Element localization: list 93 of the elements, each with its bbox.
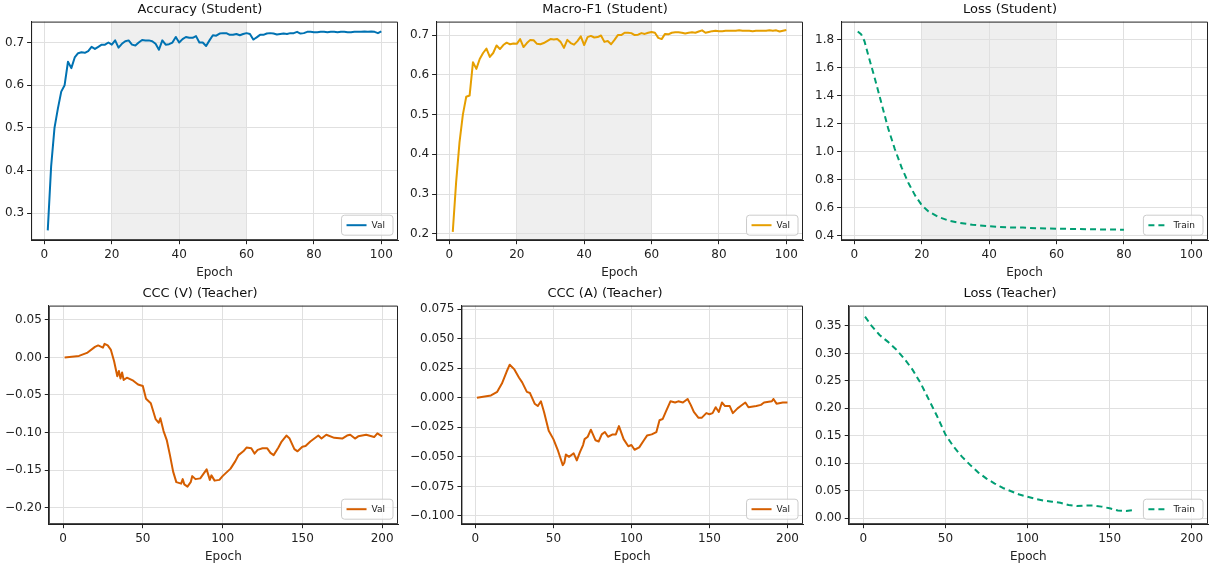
legend-label: Val [371,503,386,514]
y-tick-label: −0.050 [409,448,455,463]
x-tick-label: 20 [914,246,930,261]
x-tick-label: 80 [1116,246,1132,261]
line-series [856,30,1125,231]
legend-label: Train [1172,219,1196,230]
x-tick-label: 150 [290,530,314,545]
chart-title: Loss (Student) [963,1,1057,17]
chart-title: CCC (V) (Teacher) [142,285,258,301]
y-tick-label: 0.05 [15,312,42,326]
x-tick-label: 0 [471,530,480,545]
x-tick-label: 0 [445,246,454,261]
x-tick-label: 50 [937,530,954,545]
x-tick-label: 200 [370,530,394,545]
y-tick-label: 0.025 [420,360,455,375]
y-tick-label: −0.05 [4,387,42,402]
x-tick-label: 60 [238,246,255,261]
x-tick-label: 100 [1179,246,1203,261]
x-tick-label: 100 [369,246,393,261]
x-tick-label: 0 [59,530,67,545]
x-tick-label: 100 [619,530,643,545]
y-tick-label: 0.4 [4,162,25,177]
y-tick-label: 0.5 [4,120,25,135]
legend-label: Val [776,219,791,230]
chart-title: Macro-F1 (Student) [542,1,668,17]
x-tick-label: 100 [774,246,798,261]
x-tick-label: 20 [104,246,120,261]
y-tick-label: 0.25 [815,372,842,387]
y-tick-label: 0.075 [420,301,455,316]
y-tick-label: 0.00 [15,349,42,364]
y-tick-label: 0.00 [815,510,842,525]
y-tick-label: 0.050 [420,330,455,345]
x-tick-label: 0 [859,530,868,545]
y-tick-label: 0.4 [409,146,430,161]
y-tick-label: 0.6 [814,200,835,215]
x-tick-label: 200 [1180,530,1204,545]
y-tick-label: 0.15 [815,427,842,442]
x-tick-label: 80 [306,246,322,261]
x-axis-title: Epoch [601,264,638,279]
x-axis-title: Epoch [1009,548,1047,563]
y-tick-label: −0.100 [409,508,455,523]
x-tick-label: 60 [1048,246,1065,261]
chart-title: Loss (Teacher) [963,285,1057,301]
y-tick-label: 0.35 [815,318,842,333]
y-tick-label: 1.8 [814,31,835,46]
y-tick-label: 0.7 [4,34,25,49]
x-axis-title: Epoch [613,548,651,563]
y-tick-label: 1.2 [814,116,835,131]
y-tick-label: 1.0 [814,144,835,159]
y-tick-label: −0.075 [409,478,455,493]
y-tick-label: 0.05 [815,482,842,497]
y-tick-label: 0.5 [409,106,430,121]
x-tick-label: 20 [509,246,525,261]
y-tick-label: 0.8 [814,172,835,187]
x-tick-label: 40 [576,246,592,261]
x-tick-label: 200 [776,530,799,545]
x-tick-label: 150 [1098,530,1122,545]
x-tick-label: 0 [40,246,49,261]
x-tick-label: 100 [211,530,235,545]
legend-label: Val [776,503,791,514]
y-tick-label: 0.6 [4,77,25,92]
x-axis-title: Epoch [196,264,233,279]
y-tick-label: 0.10 [815,455,842,470]
legend-label: Train [1172,503,1196,514]
x-tick-label: 50 [135,530,151,545]
x-tick-label: 80 [711,246,727,261]
y-tick-label: 0.3 [4,205,25,220]
x-tick-label: 60 [643,246,660,261]
x-tick-label: 50 [545,530,562,545]
y-tick-label: 0.000 [420,389,455,404]
y-tick-label: −0.15 [4,462,42,477]
y-tick-label: 0.7 [409,27,430,42]
y-tick-label: 0.3 [409,186,430,201]
y-tick-label: 0.30 [815,345,842,360]
x-tick-label: 150 [698,530,721,545]
x-axis-title: Epoch [1006,264,1043,279]
x-tick-label: 0 [850,246,859,261]
y-tick-label: 0.4 [814,228,835,243]
y-tick-label: 0.2 [409,225,430,240]
chart-title: Accuracy (Student) [137,1,263,17]
x-tick-label: 40 [171,246,187,261]
y-tick-label: 0.6 [409,66,430,81]
y-tick-label: 0.20 [815,400,842,415]
y-tick-label: −0.025 [409,419,455,434]
x-tick-label: 40 [981,246,997,261]
chart-title: CCC (A) (Teacher) [547,285,663,301]
y-tick-label: −0.20 [4,499,42,514]
y-tick-label: −0.10 [4,424,42,439]
x-tick-label: 100 [1016,530,1039,545]
x-axis-title: Epoch [205,548,242,563]
y-tick-label: 1.6 [814,59,835,74]
legend-label: Val [371,219,386,230]
y-tick-label: 1.4 [814,87,835,102]
